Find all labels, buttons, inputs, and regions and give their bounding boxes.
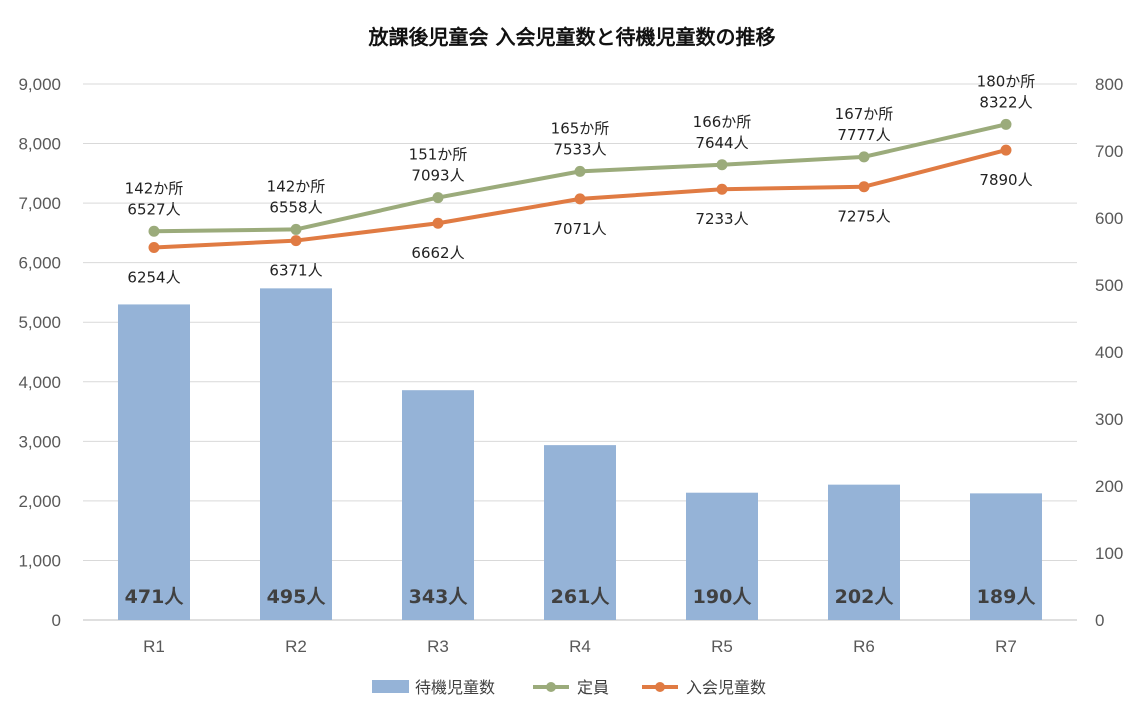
point-capacity (716, 159, 728, 171)
capacity-site-label: 142か所 (125, 179, 184, 197)
y-left-tick-label: 5,000 (18, 313, 61, 332)
enrolled-data-label: 7275人 (837, 208, 890, 226)
bar-data-label: 471人 (125, 586, 185, 608)
x-tick-label: R3 (427, 637, 449, 656)
bar-series (118, 288, 1042, 620)
y-right-tick-label: 100 (1095, 544, 1123, 563)
legend: 待機児童数 定員 入会児童数 (372, 678, 766, 697)
capacity-data-label: 8322人 (979, 93, 1032, 111)
x-tick-label: R5 (711, 637, 733, 656)
legend-label-capacity: 定員 (577, 678, 609, 697)
point-enrolled (1000, 144, 1012, 156)
point-enrolled (716, 183, 728, 195)
y-right-tick-label: 300 (1095, 410, 1123, 429)
bar-data-label: 202人 (835, 586, 895, 608)
y-left-tick-label: 2,000 (18, 492, 61, 511)
y-left-tick-label: 8,000 (18, 135, 61, 154)
y-left-tick-label: 9,000 (18, 75, 61, 94)
legend-label-enrolled: 入会児童数 (686, 678, 766, 697)
data-labels: 471人 495人 343人 261人 190人 202人 189人 142か所 6527人 14… (125, 72, 1037, 608)
capacity-data-label: 7533人 (553, 140, 606, 158)
point-capacity (1000, 118, 1012, 130)
y-right-tick-label: 800 (1095, 75, 1123, 94)
y-right-tick-label: 600 (1095, 209, 1123, 228)
bar-waiting (118, 304, 190, 620)
point-enrolled (432, 217, 444, 229)
y-right-tick-label: 400 (1095, 343, 1123, 362)
bar-waiting (828, 484, 900, 620)
point-enrolled (148, 242, 160, 254)
point-capacity (432, 192, 444, 204)
y-right-tick-label: 0 (1095, 611, 1104, 630)
capacity-site-label: 142か所 (267, 177, 326, 195)
bar-data-label: 190人 (693, 586, 753, 608)
bar-waiting (686, 492, 758, 620)
bar-data-label: 261人 (551, 586, 611, 608)
capacity-site-label: 180か所 (977, 72, 1036, 90)
point-enrolled (290, 235, 302, 247)
y-right-tick-label: 200 (1095, 477, 1123, 496)
y-right-tick-label: 700 (1095, 142, 1123, 161)
bar-data-label: 343人 (409, 586, 469, 608)
capacity-site-label: 166か所 (693, 113, 752, 131)
y-left-tick-label: 7,000 (18, 194, 61, 213)
y-left-tick-label: 3,000 (18, 432, 61, 451)
legend-label-waiting: 待機児童数 (415, 678, 495, 697)
enrolled-data-label: 7890人 (979, 171, 1032, 189)
axes: 0 1,000 2,000 3,000 4,000 5,000 6,000 7,000 8,00… (18, 75, 1123, 656)
bar-waiting (260, 288, 332, 620)
line-series (148, 118, 1012, 254)
point-capacity (148, 225, 160, 237)
legend-marker-enrolled (655, 682, 665, 692)
bar-data-label: 495人 (267, 586, 327, 608)
capacity-site-label: 151か所 (409, 146, 468, 164)
point-capacity (290, 223, 302, 235)
bar-waiting (402, 390, 474, 620)
capacity-data-label: 7777人 (837, 126, 890, 144)
capacity-data-label: 7093人 (411, 167, 464, 185)
capacity-data-label: 6527人 (127, 200, 180, 218)
capacity-site-label: 167か所 (835, 105, 894, 123)
gridlines (83, 83, 1077, 621)
enrolled-data-label: 6254人 (127, 269, 180, 287)
x-tick-label: R6 (853, 637, 875, 656)
capacity-data-label: 6558人 (269, 198, 322, 216)
y-left-tick-label: 6,000 (18, 254, 61, 273)
legend-marker-capacity (546, 682, 556, 692)
y-right-tick-label: 500 (1095, 276, 1123, 295)
chart-title: 放課後児童会 入会児童数と待機児童数の推移 (368, 25, 776, 49)
capacity-site-label: 165か所 (551, 119, 610, 137)
point-enrolled (574, 193, 586, 205)
capacity-data-label: 7644人 (695, 134, 748, 152)
y-left-tick-label: 0 (52, 611, 61, 630)
x-tick-label: R4 (569, 637, 591, 656)
enrolled-data-label: 7071人 (553, 220, 606, 238)
enrolled-data-label: 6371人 (269, 262, 322, 280)
enrolled-data-label: 7233人 (695, 210, 748, 228)
y-left-tick-label: 4,000 (18, 373, 61, 392)
x-tick-label: R2 (285, 637, 307, 656)
legend-swatch-waiting (372, 680, 409, 693)
bar-data-label: 189人 (977, 586, 1037, 608)
bar-waiting (970, 493, 1042, 620)
enrolled-data-label: 6662人 (411, 244, 464, 262)
y-left-tick-label: 1,000 (18, 551, 61, 570)
point-capacity (574, 165, 586, 177)
bar-waiting (544, 445, 616, 620)
point-enrolled (858, 181, 870, 193)
point-capacity (858, 151, 870, 163)
x-tick-label: R7 (995, 637, 1017, 656)
x-tick-label: R1 (143, 637, 165, 656)
